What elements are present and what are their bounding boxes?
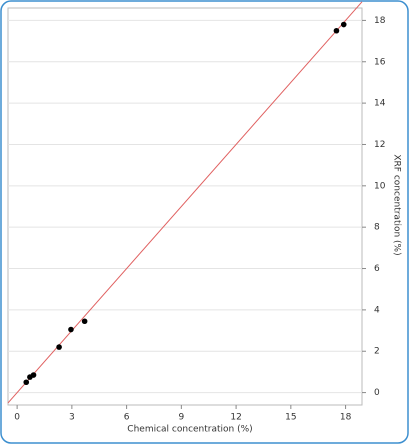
y-tick-label: 2 (374, 347, 380, 357)
y-tick-label: 14 (374, 99, 386, 109)
point (30, 372, 37, 378)
y-tick-label: 18 (374, 16, 386, 26)
x-tick-label: 0 (14, 413, 20, 423)
point (23, 379, 30, 386)
plot-area (7, 7, 363, 406)
point (333, 27, 340, 34)
point (56, 344, 62, 350)
y-axis-label: XRF concentration (%) (392, 154, 402, 255)
x-tick-label: 12 (230, 413, 241, 423)
x-tick-label: 6 (124, 413, 130, 423)
x-axis-label: Chemical concentration (%) (127, 425, 252, 435)
y-tick-label: 6 (374, 264, 380, 274)
point (81, 318, 88, 325)
point (68, 326, 74, 333)
point (340, 21, 347, 28)
y-tick-label: 8 (374, 223, 380, 233)
x-tick-label: 9 (178, 413, 184, 423)
x-tick-label: 18 (340, 413, 352, 423)
reference-line (7, 1, 363, 404)
y-tick-label: 10 (374, 181, 386, 191)
x-tick-label: 15 (285, 413, 296, 423)
y-tick-label: 4 (374, 305, 380, 315)
y-tick-label: 16 (374, 57, 386, 67)
y-tick-label: 0 (374, 388, 380, 398)
x-tick-label: 3 (69, 413, 75, 423)
y-tick-label: 12 (374, 140, 385, 150)
